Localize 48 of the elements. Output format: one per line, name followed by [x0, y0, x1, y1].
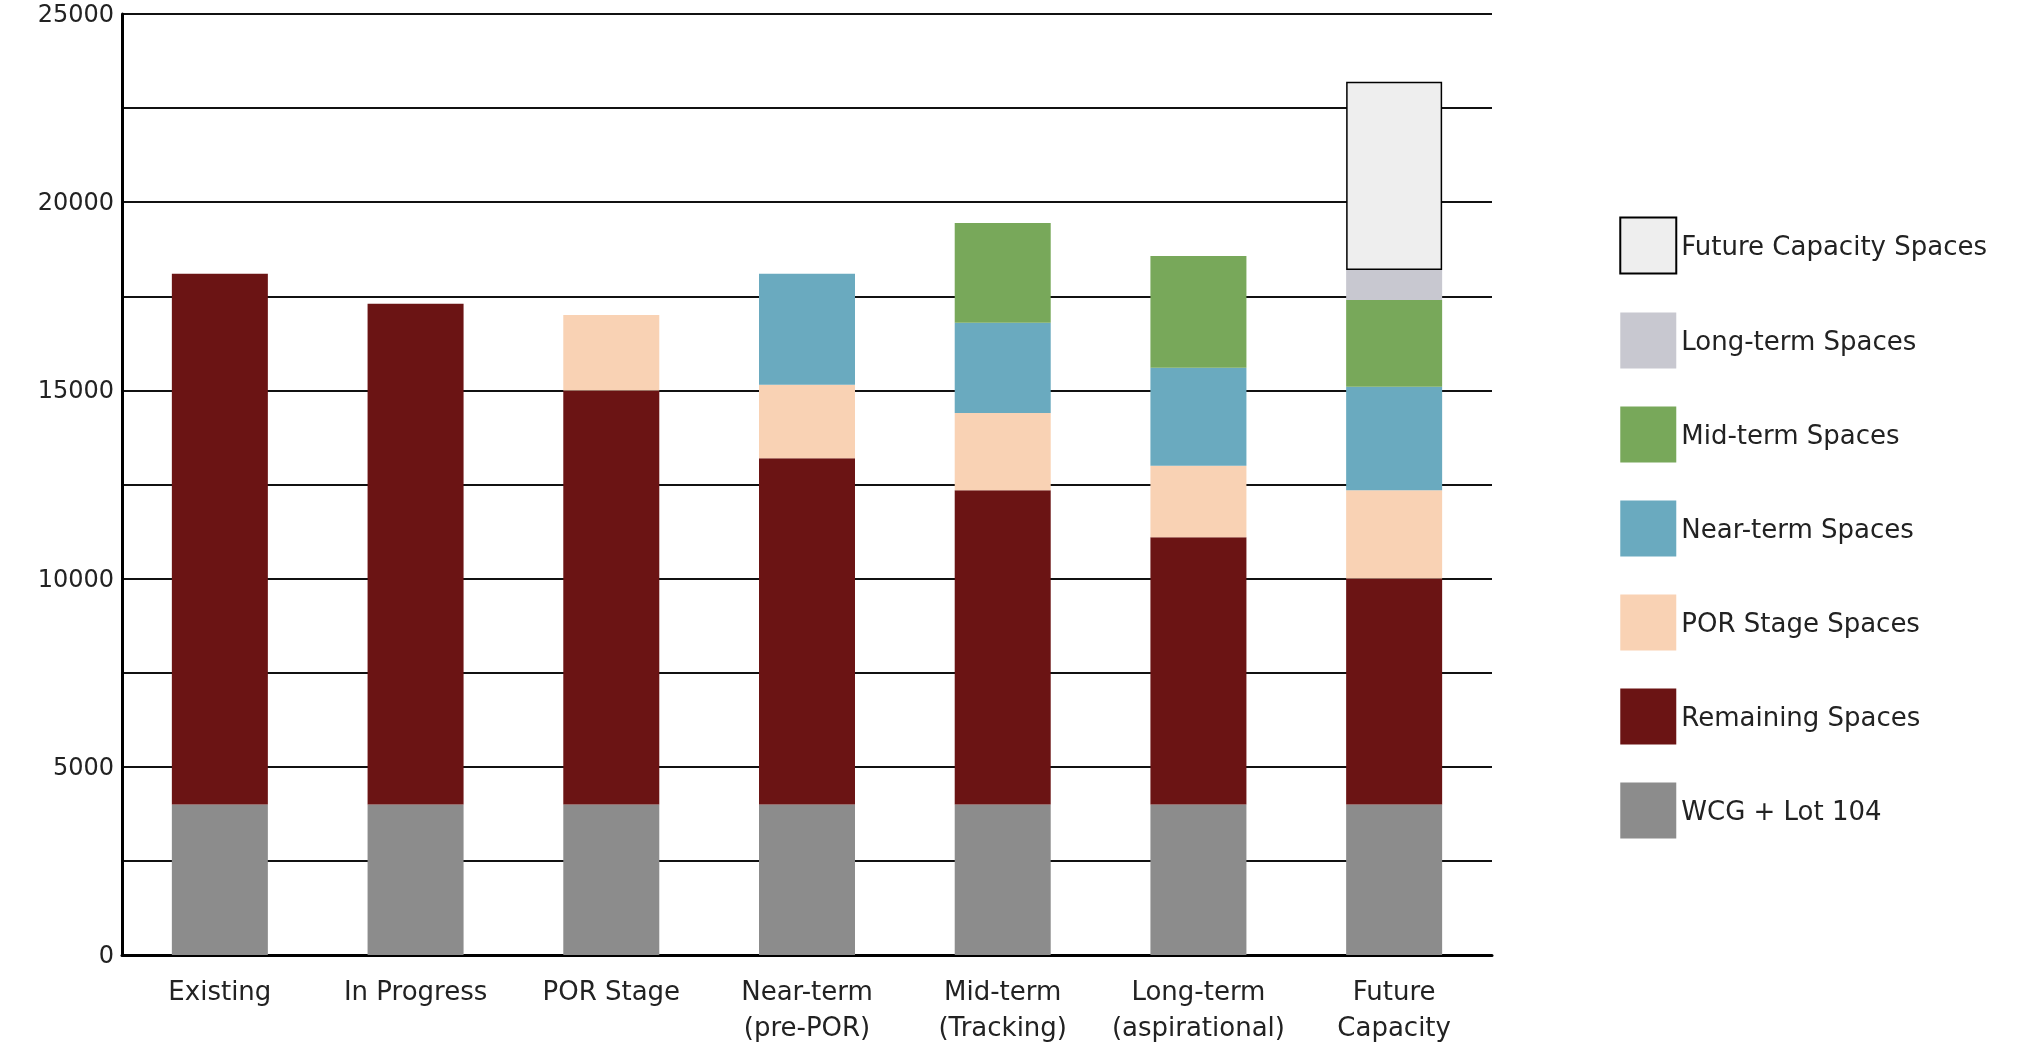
bar — [367, 804, 464, 955]
x-tick-label: POR Stage — [542, 976, 681, 1006]
y-tick-label: 15000 — [37, 376, 114, 405]
bar — [1346, 81, 1443, 270]
bar — [1150, 537, 1247, 805]
bar — [954, 222, 1051, 323]
bar — [759, 384, 855, 459]
x-tick-label: Future Capacity — [1337, 976, 1451, 1042]
y-tick-label: 0 — [98, 941, 114, 969]
bar — [954, 490, 1051, 805]
bar — [367, 303, 464, 805]
bar — [563, 315, 660, 391]
bar — [171, 273, 268, 805]
bar — [171, 804, 268, 955]
bar — [759, 804, 855, 955]
bar — [1150, 804, 1247, 955]
legend-label: Future Capacity Spaces — [1681, 230, 1988, 261]
bar — [1150, 256, 1247, 368]
x-tick-label: In Progress — [343, 976, 488, 1006]
legend-label: Remaining Spaces — [1681, 701, 1921, 732]
x-tick-label: Near-term (pre-POR) — [741, 976, 873, 1042]
bar — [1150, 367, 1247, 466]
bar — [759, 273, 855, 385]
bar — [1346, 300, 1443, 387]
x-tick-label: Long-term (aspirational) — [1111, 976, 1285, 1042]
y-tick-label: 25000 — [37, 0, 114, 28]
bar — [563, 390, 660, 805]
bar — [954, 412, 1051, 491]
bar — [1346, 490, 1443, 579]
legend-label: WCG + Lot 104 — [1681, 795, 1882, 826]
y-tick-label: 10000 — [37, 564, 114, 593]
bar — [1150, 465, 1247, 538]
bar — [1346, 578, 1443, 805]
bar — [563, 804, 660, 955]
bar — [954, 804, 1051, 955]
x-tick-label: Mid-term (Tracking) — [938, 976, 1067, 1042]
legend-label: Mid-term Spaces — [1681, 419, 1900, 450]
legend-label: Near-term Spaces — [1681, 513, 1914, 544]
legend-label: Long-term Spaces — [1681, 325, 1917, 356]
bar — [1346, 804, 1443, 955]
bar — [759, 458, 855, 805]
legend-label: POR Stage Spaces — [1681, 607, 1920, 638]
bar — [1346, 386, 1443, 491]
x-tick-label: Existing — [168, 976, 272, 1006]
y-tick-label: 20000 — [37, 188, 114, 217]
y-tick-label: 5000 — [52, 752, 114, 781]
bar — [954, 322, 1051, 413]
bar — [1346, 269, 1443, 301]
